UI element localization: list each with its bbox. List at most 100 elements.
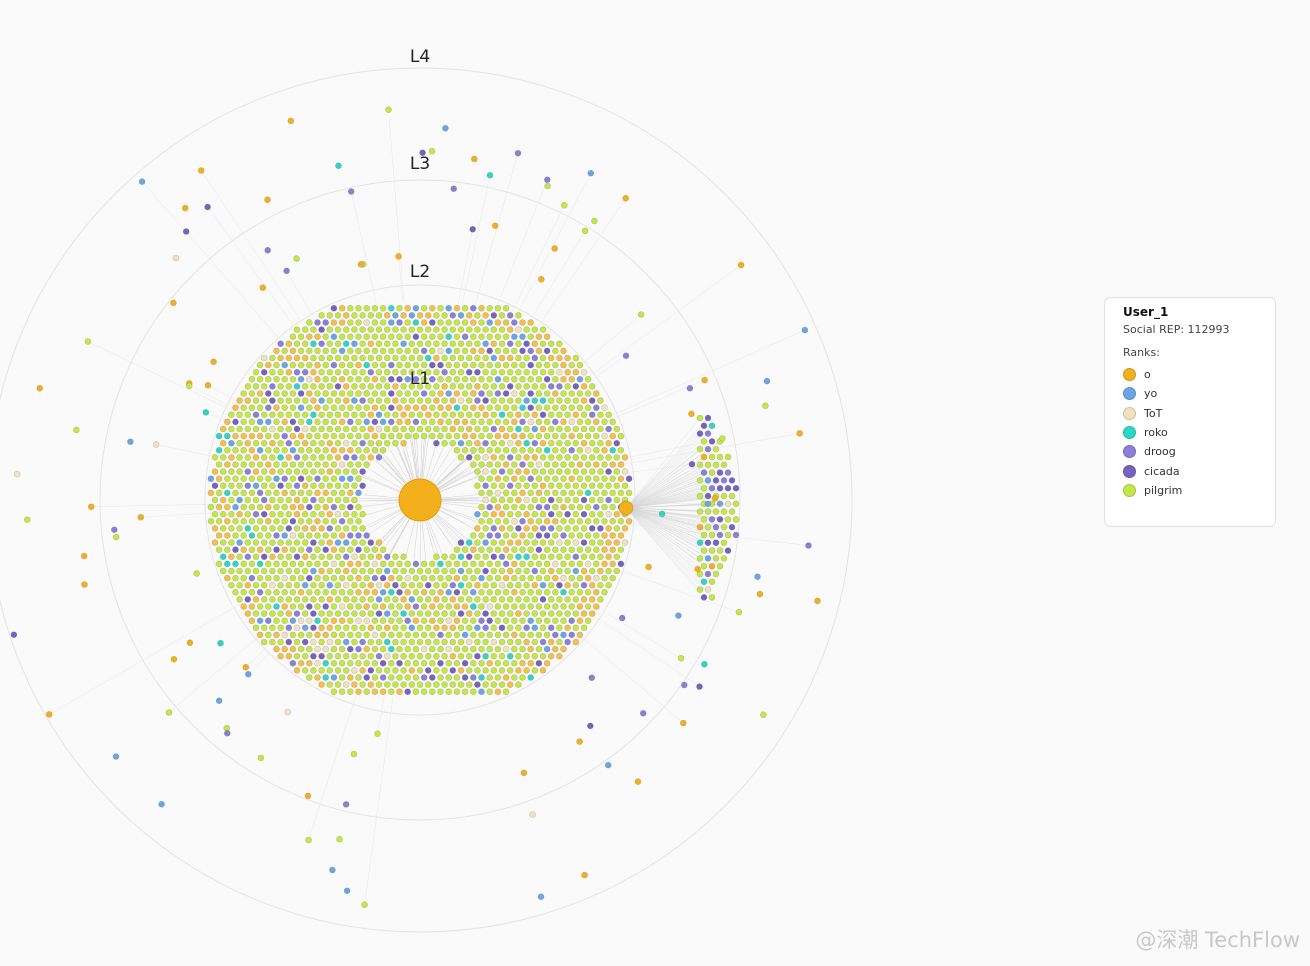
node xyxy=(527,617,535,625)
node xyxy=(301,439,309,447)
node xyxy=(305,319,313,326)
node xyxy=(240,446,247,454)
node xyxy=(556,539,563,546)
node xyxy=(392,610,399,617)
node xyxy=(551,517,559,525)
node xyxy=(281,503,289,511)
node xyxy=(576,588,584,596)
edge xyxy=(308,689,358,841)
node xyxy=(371,688,379,696)
node xyxy=(621,454,629,461)
node xyxy=(560,390,567,397)
node xyxy=(346,404,354,412)
node xyxy=(387,390,395,397)
node xyxy=(138,178,146,185)
node xyxy=(318,397,325,404)
node xyxy=(363,659,371,667)
node xyxy=(469,659,477,667)
node xyxy=(383,667,391,674)
node xyxy=(502,517,510,525)
node xyxy=(396,333,403,341)
node xyxy=(215,503,223,511)
node xyxy=(572,397,580,404)
node xyxy=(277,340,284,348)
node xyxy=(314,375,321,383)
node xyxy=(490,510,498,518)
node xyxy=(543,603,551,610)
node xyxy=(490,539,498,546)
node xyxy=(322,532,330,539)
node xyxy=(547,496,555,504)
edge xyxy=(625,507,725,543)
edge xyxy=(625,507,725,528)
node xyxy=(379,432,387,440)
node xyxy=(704,430,712,437)
node xyxy=(428,688,436,696)
node xyxy=(248,560,256,568)
node xyxy=(514,149,522,157)
node xyxy=(519,532,526,539)
node xyxy=(486,517,494,525)
level-label: L3 xyxy=(410,154,430,174)
node xyxy=(330,390,338,397)
node xyxy=(441,439,448,447)
node xyxy=(605,439,612,447)
node xyxy=(347,188,355,195)
node xyxy=(588,468,596,475)
node xyxy=(252,525,260,532)
node xyxy=(338,304,346,312)
node xyxy=(375,425,383,433)
node xyxy=(510,446,518,454)
node xyxy=(601,404,608,412)
node xyxy=(564,596,571,603)
node xyxy=(523,510,530,518)
edge xyxy=(398,256,403,301)
node xyxy=(314,361,321,369)
node xyxy=(318,638,325,646)
node xyxy=(359,652,366,660)
node xyxy=(490,624,498,632)
node xyxy=(494,532,502,539)
node xyxy=(424,624,432,632)
node xyxy=(359,368,366,376)
node xyxy=(708,484,716,492)
node xyxy=(277,553,284,561)
node xyxy=(330,574,338,582)
node xyxy=(236,510,243,518)
node xyxy=(523,397,530,404)
node xyxy=(732,531,740,539)
node xyxy=(400,439,407,447)
node xyxy=(543,404,551,412)
node xyxy=(502,503,510,511)
edge xyxy=(608,566,739,613)
node xyxy=(396,432,403,440)
node xyxy=(293,496,301,504)
node xyxy=(297,418,305,426)
node xyxy=(465,596,473,603)
node xyxy=(510,475,518,483)
node xyxy=(560,432,567,440)
node xyxy=(478,503,485,511)
node xyxy=(367,312,375,319)
node xyxy=(355,617,362,625)
node xyxy=(597,581,604,589)
node xyxy=(486,674,494,681)
node xyxy=(420,404,428,412)
node xyxy=(523,411,530,419)
node xyxy=(224,560,231,568)
node xyxy=(433,354,440,362)
node xyxy=(322,617,330,625)
legend-items: o yo ToT roko droog cicada pilgrim xyxy=(1123,365,1257,500)
node xyxy=(465,397,473,404)
edge xyxy=(625,488,713,509)
node xyxy=(453,446,461,454)
node xyxy=(252,439,260,447)
node xyxy=(556,354,563,362)
node xyxy=(551,375,559,383)
node xyxy=(621,539,629,546)
node xyxy=(355,688,362,696)
node xyxy=(449,383,457,390)
node xyxy=(588,383,596,390)
node xyxy=(392,553,399,561)
node xyxy=(326,411,334,419)
